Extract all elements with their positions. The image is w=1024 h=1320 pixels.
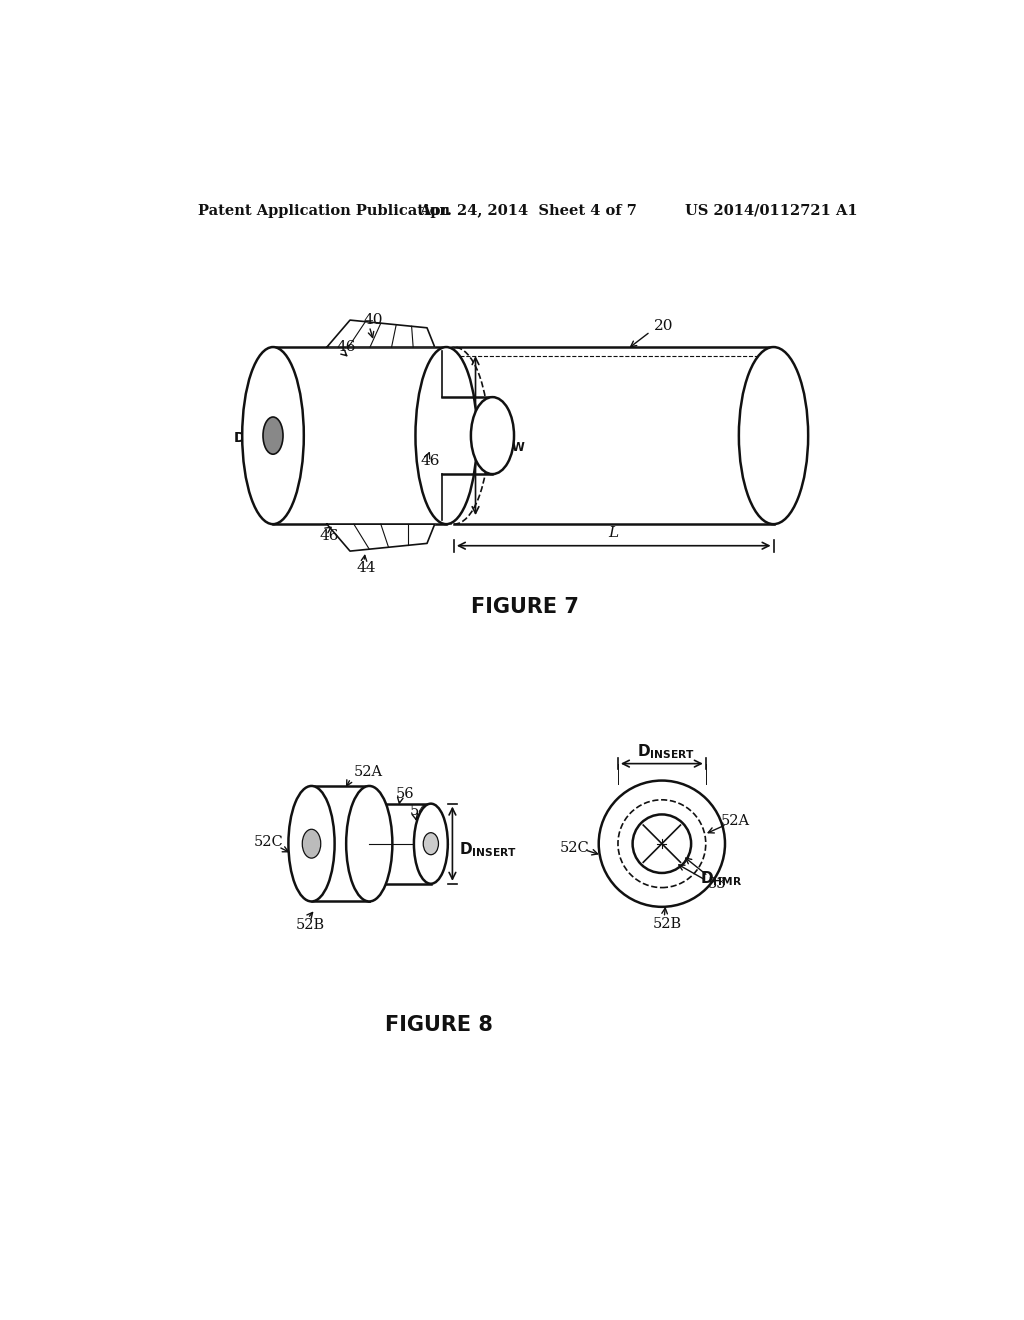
Text: 53: 53	[708, 876, 727, 891]
Text: US 2014/0112721 A1: US 2014/0112721 A1	[685, 203, 857, 218]
Text: 20: 20	[654, 319, 674, 333]
Ellipse shape	[423, 833, 438, 855]
Text: 52A: 52A	[354, 766, 383, 779]
Text: FIGURE 8: FIGURE 8	[385, 1015, 493, 1035]
Text: 52C: 52C	[254, 836, 284, 849]
Text: $\mathbf{D_{RCVR}}$: $\mathbf{D_{RCVR}}$	[233, 430, 276, 447]
Text: 52B: 52B	[296, 917, 326, 932]
Text: 46: 46	[319, 529, 339, 543]
Ellipse shape	[739, 347, 808, 524]
Ellipse shape	[289, 785, 335, 902]
Text: Apr. 24, 2014  Sheet 4 of 7: Apr. 24, 2014 Sheet 4 of 7	[419, 203, 637, 218]
Text: FIGURE 7: FIGURE 7	[471, 597, 579, 616]
Text: 46: 46	[421, 454, 440, 469]
Text: L: L	[608, 527, 618, 540]
Ellipse shape	[414, 804, 447, 884]
Ellipse shape	[416, 347, 477, 524]
Text: 46: 46	[337, 341, 356, 354]
Polygon shape	[327, 524, 435, 552]
Ellipse shape	[243, 347, 304, 524]
Text: $\mathbf{D_{INSERT}}$: $\mathbf{D_{INSERT}}$	[459, 841, 517, 859]
Text: 56: 56	[396, 787, 415, 801]
Ellipse shape	[302, 829, 321, 858]
Text: Patent Application Publication: Patent Application Publication	[199, 203, 451, 218]
Text: 54: 54	[410, 804, 428, 818]
Text: $\mathbf{D_{INSERT}}$: $\mathbf{D_{INSERT}}$	[637, 742, 695, 760]
Text: 52C: 52C	[560, 841, 590, 854]
Polygon shape	[327, 321, 435, 347]
Text: 42: 42	[265, 387, 285, 400]
Ellipse shape	[263, 417, 283, 454]
Text: $\mathbf{D_{HMR}}$: $\mathbf{D_{HMR}}$	[700, 870, 742, 888]
Text: 52B: 52B	[652, 917, 682, 931]
Ellipse shape	[471, 397, 514, 474]
Text: $\mathbf{D_{NEW}}$: $\mathbf{D_{NEW}}$	[480, 433, 526, 453]
Text: 44: 44	[356, 561, 376, 576]
Text: 52A: 52A	[721, 813, 751, 828]
Text: 40: 40	[364, 313, 383, 327]
Ellipse shape	[346, 785, 392, 902]
